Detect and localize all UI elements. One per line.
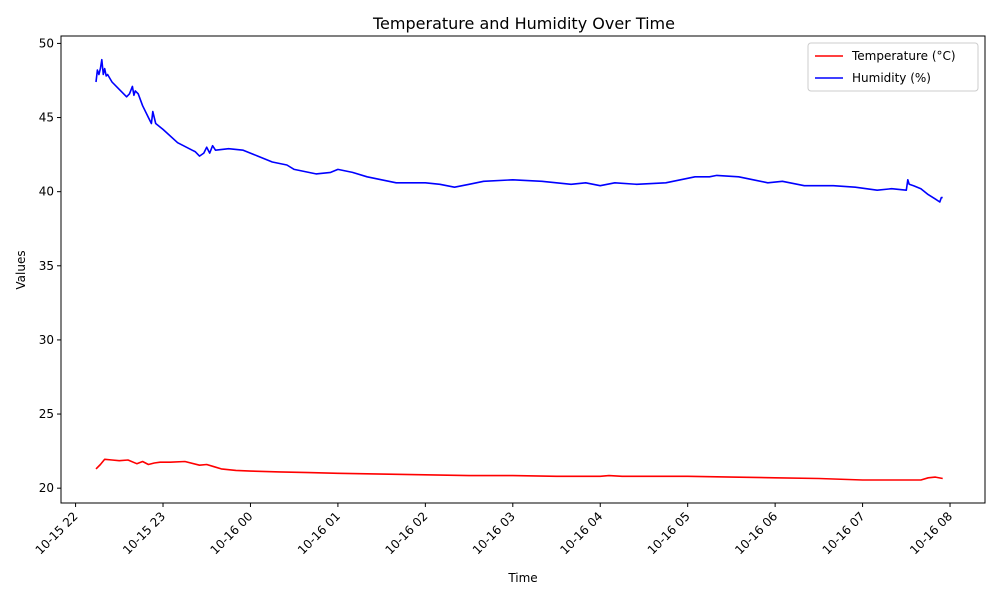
series-line-temperature [95, 458, 943, 481]
legend-box [807, 42, 979, 92]
y-tick-label: 30 [39, 333, 54, 347]
y-axis: 20 25 30 35 40 45 50 [39, 36, 61, 495]
y-tick-label: 20 [39, 481, 54, 495]
plot-frame [60, 35, 986, 504]
plot-area [95, 58, 943, 481]
legend-label: Temperature (°C) [851, 49, 956, 63]
y-axis-title: Values [14, 250, 28, 289]
legend: Temperature (°C) Humidity (%) [807, 42, 979, 92]
y-tick-label: 25 [39, 407, 54, 421]
y-tick-label: 40 [39, 185, 54, 199]
series-line-humidity [95, 58, 943, 203]
chart-title: Temperature and Humidity Over Time [372, 14, 675, 33]
y-tick-label: 45 [39, 111, 54, 125]
x-axis-title: Time [507, 571, 537, 585]
y-tick-label: 50 [39, 36, 54, 50]
y-tick-label: 35 [39, 259, 54, 273]
legend-label: Humidity (%) [852, 71, 931, 85]
